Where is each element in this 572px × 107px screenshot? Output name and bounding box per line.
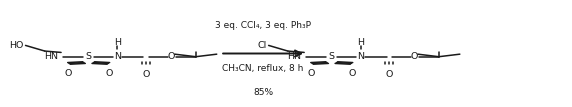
Text: HO: HO — [9, 41, 24, 50]
Text: S: S — [86, 52, 92, 61]
Text: H: H — [357, 38, 364, 47]
Text: O: O — [106, 69, 113, 78]
Text: O: O — [349, 69, 356, 78]
Text: O: O — [307, 69, 315, 78]
Text: CH₃CN, reflux, 8 h: CH₃CN, reflux, 8 h — [223, 64, 304, 73]
Text: O: O — [168, 52, 174, 61]
Text: HN: HN — [44, 52, 58, 61]
Text: O: O — [64, 69, 72, 78]
Text: 85%: 85% — [253, 88, 273, 97]
Text: O: O — [142, 70, 150, 79]
Text: O: O — [386, 70, 393, 79]
Text: N: N — [114, 52, 121, 61]
Text: S: S — [329, 52, 335, 61]
Text: Cl: Cl — [257, 41, 267, 50]
Text: O: O — [411, 52, 418, 61]
Text: H: H — [114, 38, 121, 47]
Text: 3 eq. CCl₄, 3 eq. Ph₃P: 3 eq. CCl₄, 3 eq. Ph₃P — [215, 21, 311, 30]
Text: N: N — [357, 52, 364, 61]
Text: HN: HN — [287, 52, 301, 61]
